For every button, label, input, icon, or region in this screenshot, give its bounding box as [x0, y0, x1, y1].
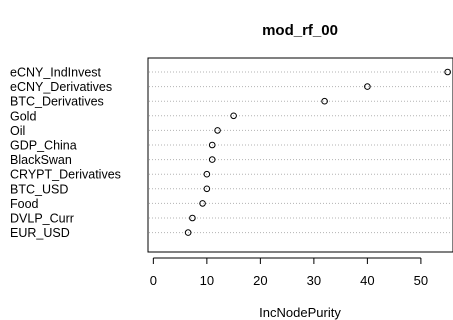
data-point-Gold	[230, 112, 237, 120]
x-tick-label: 50	[414, 273, 428, 288]
data-points	[184, 68, 451, 236]
category-label: Gold	[10, 109, 36, 123]
data-point-GDP_China	[208, 141, 216, 149]
category-label: Oil	[10, 124, 25, 138]
data-point-DVLP_Curr	[189, 214, 196, 222]
data-point-Oil	[214, 127, 221, 134]
x-tick-label: 0	[150, 273, 157, 288]
grid-lines	[149, 71, 452, 234]
category-label: BlackSwan	[10, 153, 72, 167]
data-point-Food	[199, 200, 206, 207]
category-label: BTC_USD	[10, 182, 68, 196]
x-axis-ticks: 0 10 20 30 40 50	[150, 258, 428, 288]
data-point-CRYPT_Derivatives	[203, 170, 211, 178]
data-point-eCNY_IndInvest	[444, 68, 451, 76]
chart-title: mod_rf_00	[262, 22, 338, 39]
plot-box	[147, 57, 453, 253]
category-label: BTC_Derivatives	[10, 95, 104, 109]
x-tick-label: 20	[253, 273, 267, 288]
x-tick-label: 30	[307, 273, 321, 288]
category-label: DVLP_Curr	[10, 212, 74, 226]
category-label: eCNY_IndInvest	[10, 66, 102, 80]
category-label: GDP_China	[10, 139, 77, 153]
data-point-BTC_USD	[203, 185, 211, 193]
category-label: Food	[10, 197, 39, 211]
data-point-eCNY_Derivatives	[364, 83, 371, 90]
category-label: EUR_USD	[10, 226, 70, 240]
x-tick-label: 10	[200, 273, 214, 288]
category-labels: eCNY_IndInvesteCNY_DerivativesBTC_Deriva…	[10, 66, 121, 241]
data-point-BTC_Derivatives	[321, 97, 328, 105]
category-label: eCNY_Derivatives	[10, 80, 112, 94]
x-tick-label: 40	[360, 273, 374, 288]
x-axis-label: IncNodePurity	[259, 305, 341, 320]
data-point-EUR_USD	[184, 229, 192, 236]
category-label: CRYPT_Derivatives	[10, 168, 121, 182]
data-point-BlackSwan	[208, 156, 216, 163]
